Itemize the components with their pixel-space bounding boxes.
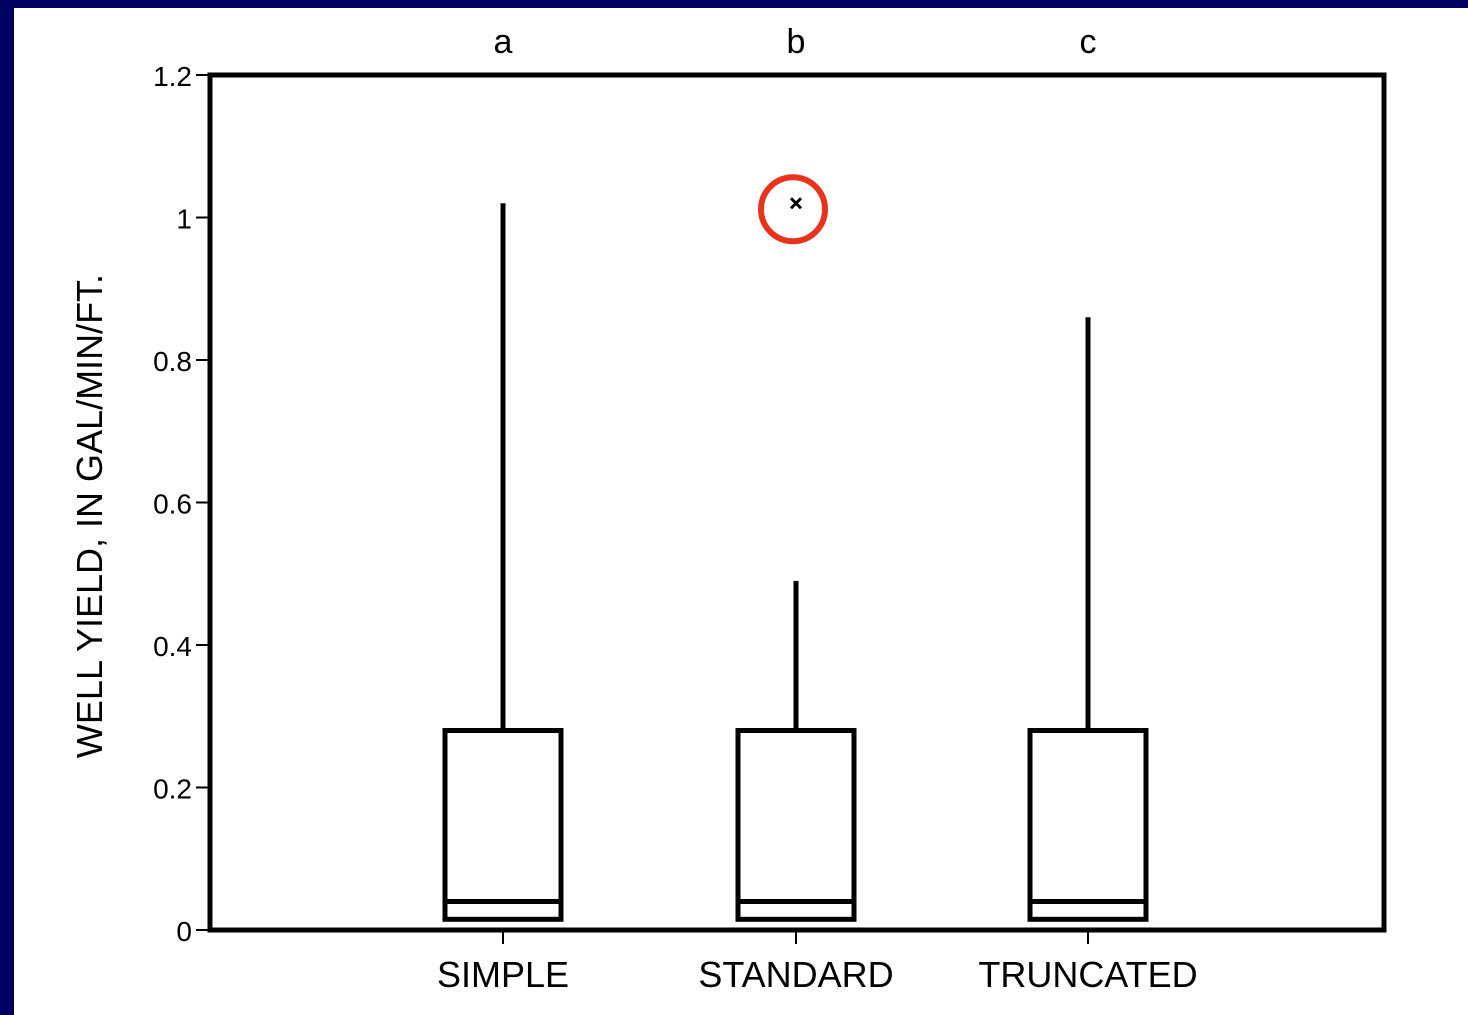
box-body (442, 728, 564, 922)
box-plot: 0 0.2 0.4 0.6 0.8 1 1.2 SIMPLE STANDARD TRUNCATE… (69, 23, 1387, 995)
box-body (1027, 728, 1149, 922)
x-tick-label: SIMPLE (437, 954, 569, 995)
panel-label: c (1080, 23, 1097, 61)
y-tick-label: 1.2 (153, 61, 192, 92)
outlier-highlight-circle (758, 174, 828, 245)
box-truncated (1027, 317, 1149, 922)
box-body (735, 728, 857, 922)
x-tick-label: STANDARD (698, 954, 893, 995)
y-axis: 0 0.2 0.4 0.6 0.8 1 1.2 (153, 61, 210, 947)
y-tick-label: 0.8 (153, 346, 192, 377)
box-simple (442, 203, 564, 922)
panel-label: b (787, 23, 806, 61)
x-tick-label: TRUNCATED (978, 954, 1197, 995)
y-tick-label: 0 (176, 916, 192, 947)
panel-labels: a b c (494, 23, 1097, 61)
y-axis-title: WELL YIELD, IN GAL/MIN/FT. (69, 274, 110, 758)
outlier-point (789, 197, 803, 210)
y-tick-label: 1 (176, 204, 192, 235)
panel-label: a (494, 23, 513, 61)
y-tick-label: 0.6 (153, 489, 192, 520)
y-tick-label: 0.2 (153, 774, 192, 805)
y-tick-label: 0.4 (153, 631, 192, 662)
x-axis: SIMPLE STANDARD TRUNCATED (437, 930, 1198, 995)
annotations (758, 174, 828, 245)
chart-frame: 0 0.2 0.4 0.6 0.8 1 1.2 SIMPLE STANDARD TRUNCATE… (14, 8, 1468, 1015)
box-standard (735, 197, 857, 922)
boxes (442, 197, 1149, 922)
